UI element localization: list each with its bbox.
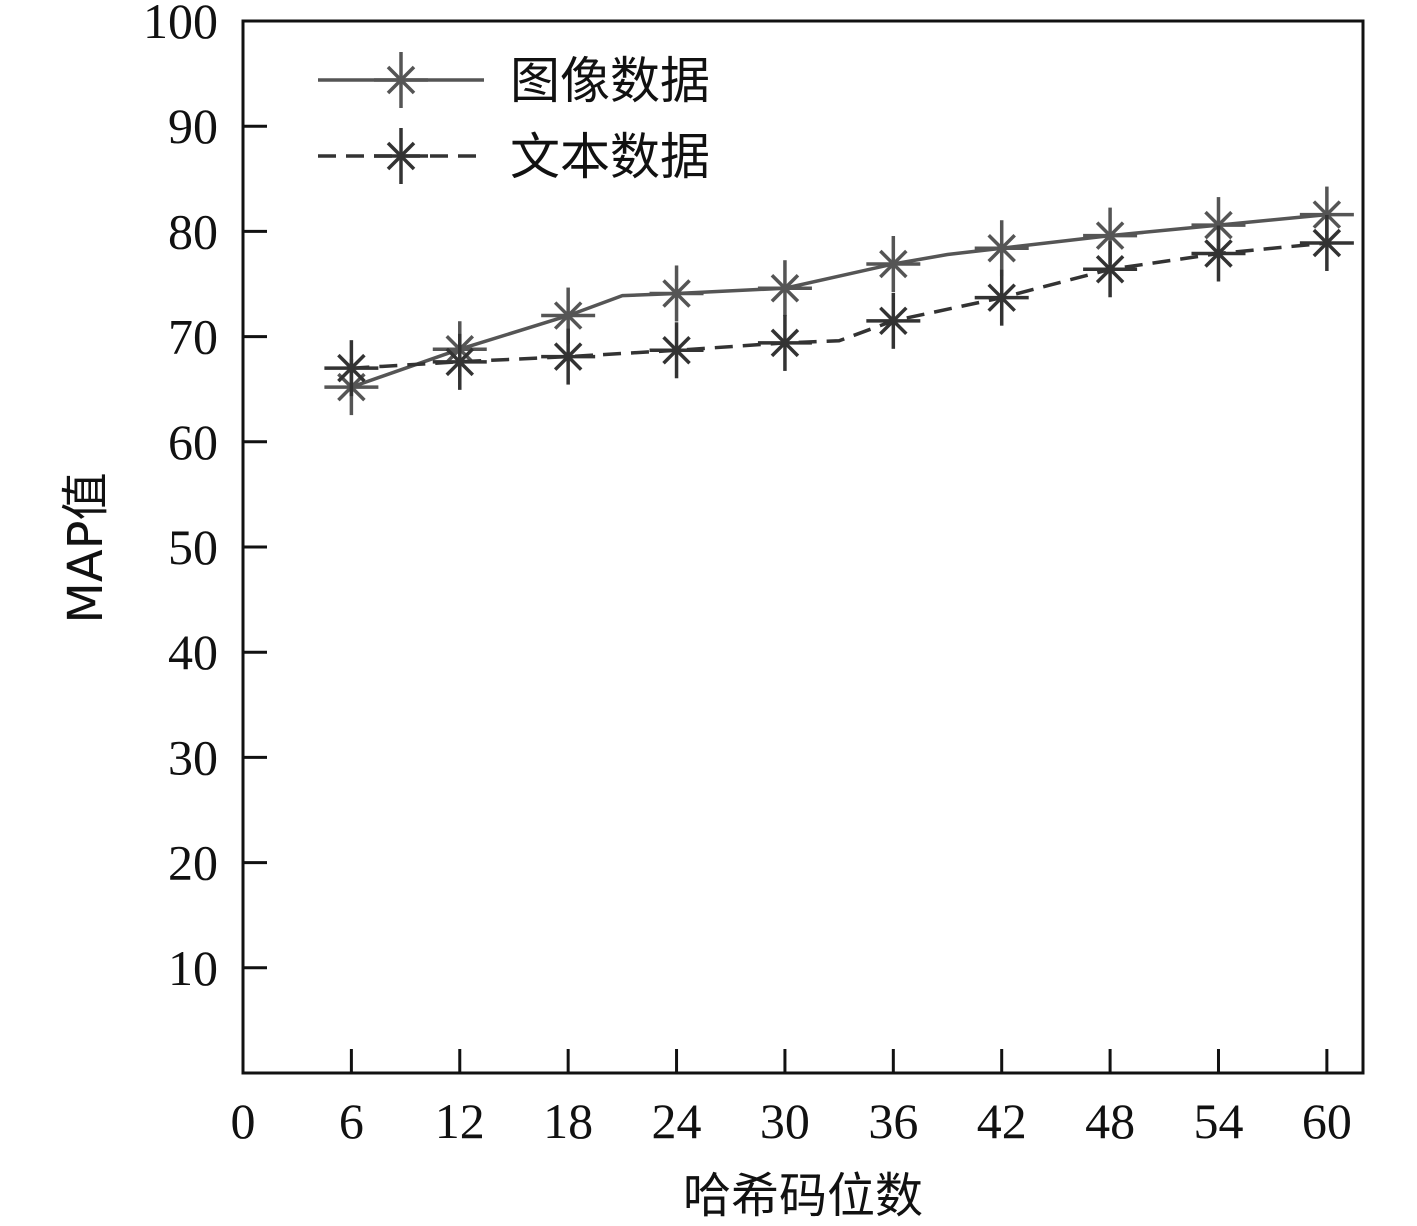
x-tick-label: 42	[977, 1093, 1027, 1149]
y-tick-label: 40	[168, 624, 218, 680]
series-2	[324, 214, 1354, 397]
y-tick-label: 30	[168, 729, 218, 785]
data-point-marker	[324, 340, 379, 397]
legend-label: 文本数据	[510, 128, 710, 186]
legend-label: 图像数据	[510, 52, 710, 110]
series-line	[351, 241, 1328, 370]
data-point-marker	[757, 260, 812, 317]
series-1	[324, 186, 1354, 416]
x-axis-title: 哈希码位数	[683, 1168, 923, 1224]
y-tick-label: 10	[168, 940, 218, 996]
x-tick-label: 60	[1302, 1093, 1352, 1149]
data-point-marker	[974, 269, 1029, 326]
data-point-marker	[649, 322, 704, 379]
legend-item: 图像数据	[318, 52, 710, 110]
y-tick-label: 100	[143, 0, 218, 49]
y-tick-label: 50	[168, 519, 218, 575]
x-tick-label: 30	[760, 1093, 810, 1149]
y-tick-label: 80	[168, 203, 218, 259]
series-line	[350, 212, 1328, 389]
x-tick-label: 36	[868, 1093, 918, 1149]
x-tick-label: 0	[231, 1093, 256, 1149]
y-tick-label: 60	[168, 414, 218, 470]
x-axis-ticks: 0 6 12 18 24 30 36 42 48 54 60	[231, 1049, 1352, 1149]
data-point-marker	[1083, 207, 1138, 264]
data-point-marker	[974, 220, 1029, 277]
data-point-marker	[541, 328, 596, 385]
x-tick-label: 12	[435, 1093, 485, 1149]
y-axis-title: MAP值	[58, 472, 114, 623]
data-point-marker	[866, 292, 921, 349]
y-axis-ticks: 10 20 30 40 50 60 70 80 90 100	[143, 0, 267, 996]
data-point-marker	[649, 265, 704, 322]
legend-item: 文本数据	[318, 128, 710, 186]
x-tick-label: 54	[1193, 1093, 1243, 1149]
data-point-marker	[1299, 214, 1354, 271]
data-point-marker	[432, 333, 487, 390]
data-point-marker	[757, 314, 812, 371]
legend-marker	[374, 52, 428, 108]
x-tick-label: 18	[543, 1093, 593, 1149]
x-tick-label: 48	[1085, 1093, 1135, 1149]
legend-marker	[374, 128, 428, 184]
y-tick-label: 20	[168, 835, 218, 891]
data-point-marker	[1191, 225, 1246, 282]
series-layer	[324, 186, 1354, 416]
data-point-marker	[866, 236, 921, 293]
y-tick-label: 70	[168, 309, 218, 365]
y-tick-label: 90	[168, 98, 218, 154]
plot-frame	[241, 19, 1365, 1075]
x-tick-label: 6	[339, 1093, 364, 1149]
x-tick-label: 24	[652, 1093, 702, 1149]
data-point-marker	[1083, 241, 1138, 298]
